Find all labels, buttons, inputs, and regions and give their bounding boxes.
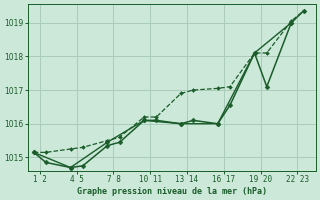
X-axis label: Graphe pression niveau de la mer (hPa): Graphe pression niveau de la mer (hPa) <box>77 187 267 196</box>
